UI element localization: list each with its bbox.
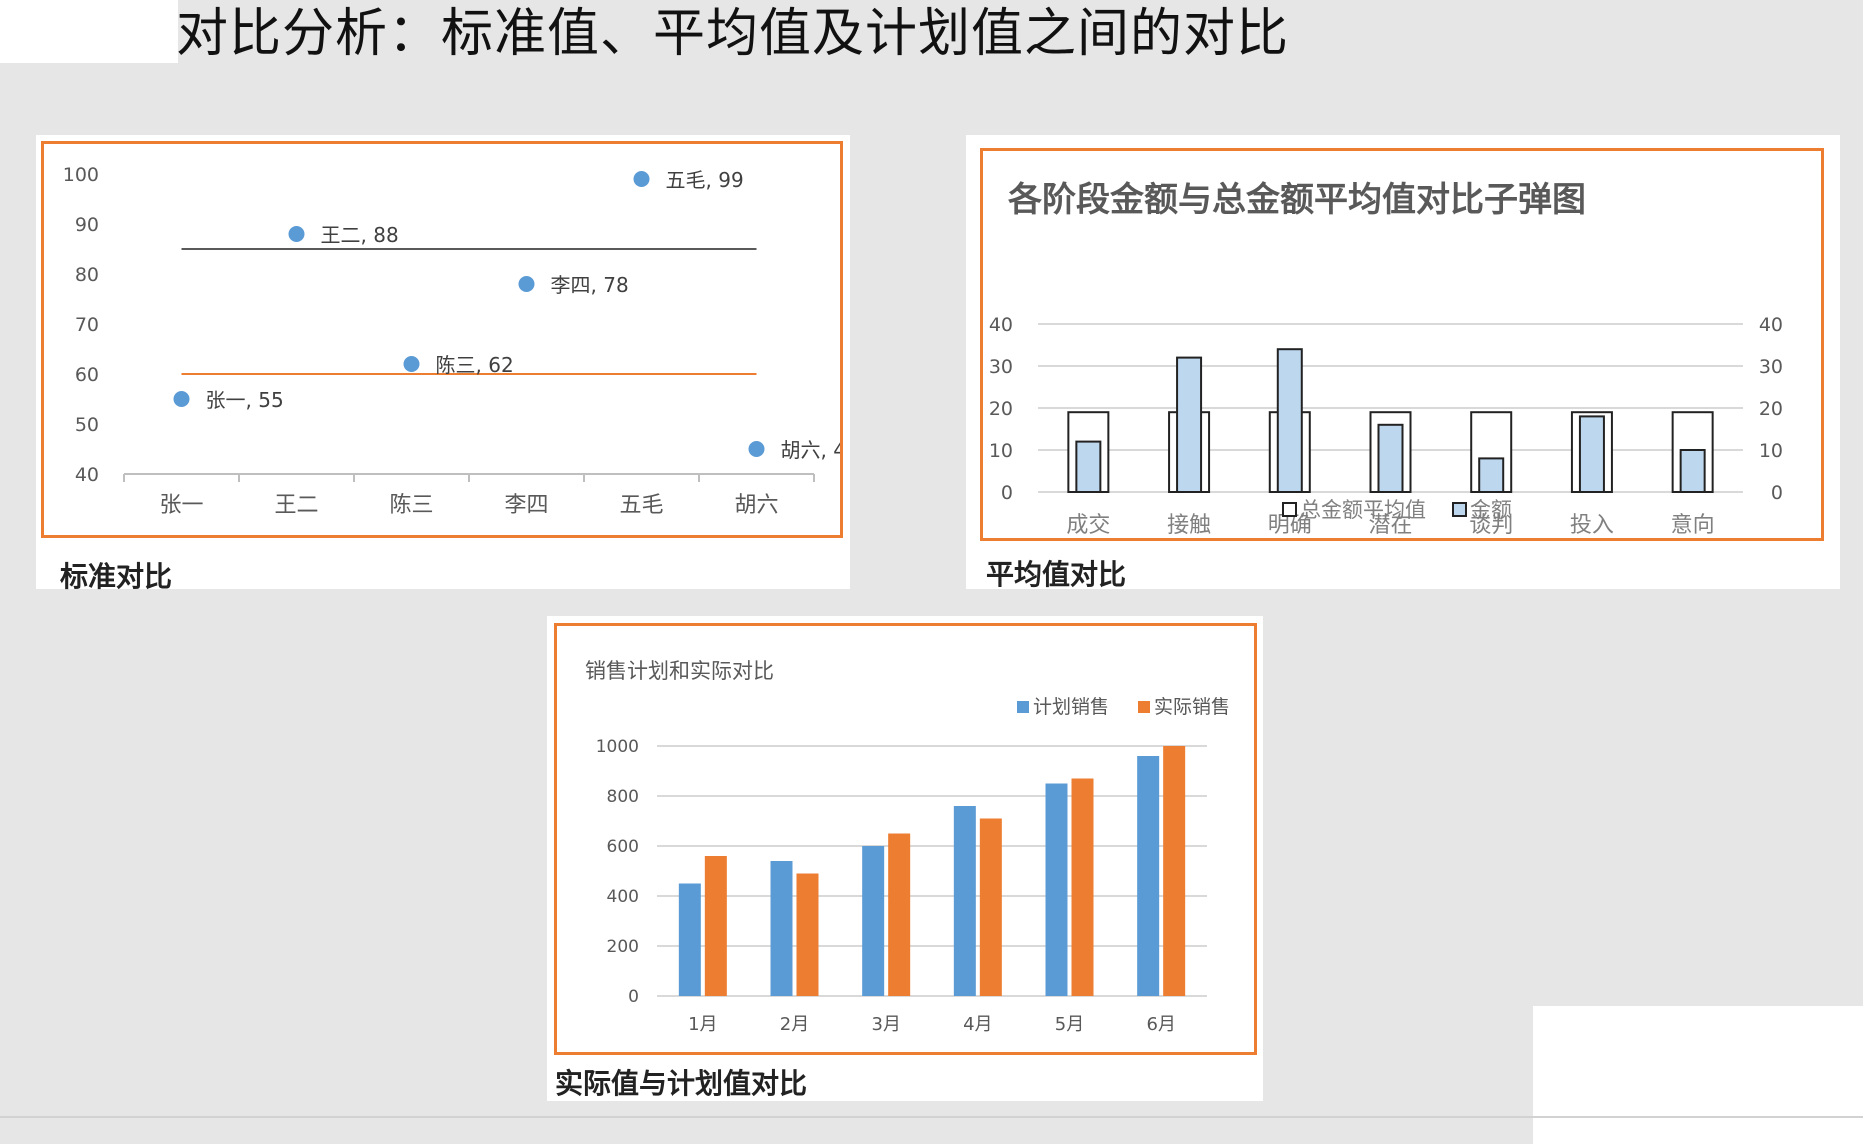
x-tick-label: 张一: [159, 493, 203, 518]
plan-caption: 实际值与计划值对比: [555, 1067, 808, 1100]
actual-bar: [979, 818, 1002, 996]
y-tick-label-left: 30: [989, 356, 1013, 378]
amount-bar: [1176, 356, 1203, 493]
amount-bar: [1276, 348, 1303, 493]
y-tick-label: 0: [628, 987, 639, 1007]
plan-bar: [678, 883, 701, 996]
y-tick-label-right: 10: [1759, 440, 1783, 462]
plan-bar: [770, 861, 793, 996]
y-tick-label: 70: [75, 314, 99, 336]
data-label: 胡六, 45: [781, 438, 841, 462]
x-tick-label: 王二: [274, 493, 318, 518]
legend-label-average: 总金额平均值: [1300, 498, 1426, 522]
scatter-point: [748, 441, 765, 457]
x-tick-label: 五毛: [619, 493, 663, 518]
amount-bar: [1679, 449, 1706, 493]
legend-swatch-plan: [1017, 701, 1029, 713]
x-tick-label: 意向: [1671, 513, 1715, 538]
legend-swatch-actual: [1138, 701, 1150, 713]
x-tick-label: 5月: [1055, 1014, 1084, 1035]
white-corner-block: [1533, 1006, 1863, 1144]
legend-swatch-average: [1282, 502, 1297, 517]
legend-label-actual: 实际销售: [1154, 696, 1230, 718]
page-title: 对比分析：标准值、平均值及计划值之间的对比: [176, 4, 1290, 64]
y-tick-label: 400: [607, 887, 639, 907]
plan-bar: [862, 846, 885, 996]
y-tick-label-left: 40: [989, 314, 1013, 336]
y-tick-label: 600: [607, 837, 639, 857]
standard-chart: 40 50 60 70 80 90 100 张一 王二 陈三 李四 五毛 胡六 张一, 55 王二, 88 陈…: [63, 164, 841, 518]
y-tick-label: 80: [75, 264, 99, 286]
actual-bar: [796, 873, 819, 996]
y-tick-label: 50: [75, 414, 99, 436]
average-chart-frame: 各阶段金额与总金额平均值对比子弹图 0 0 10 10 20 20 30 30 40 40 成交 接触 明…: [980, 148, 1824, 541]
amount-bar: [1075, 440, 1102, 494]
plan-bar: [1137, 756, 1160, 996]
data-label: 张一, 55: [206, 388, 284, 412]
chart-title: 销售计划和实际对比: [585, 659, 774, 683]
x-tick-label: 1月: [688, 1014, 717, 1035]
x-tick-label: 明确: [1268, 513, 1312, 538]
amount-bar: [1478, 457, 1505, 493]
y-tick-label-left: 10: [989, 440, 1013, 462]
average-panel: 各阶段金额与总金额平均值对比子弹图 0 0 10 10 20 20 30 30 40 40 成交 接触 明…: [966, 135, 1840, 591]
white-tab: [0, 0, 178, 63]
standard-chart-frame: 40 50 60 70 80 90 100 张一 王二 陈三 李四 五毛 胡六 张一, 55 王二, 88 陈…: [41, 141, 843, 538]
actual-bar: [704, 856, 727, 996]
x-tick-label: 李四: [504, 493, 548, 518]
x-tick-label: 潜在: [1368, 513, 1412, 538]
x-tick-label: 成交: [1066, 513, 1110, 538]
x-tick-label: 4月: [963, 1014, 992, 1035]
average-chart: 各阶段金额与总金额平均值对比子弹图 0 0 10 10 20 20 30 30 40 40 成交 接触 明…: [989, 180, 1783, 538]
average-caption: 平均值对比: [986, 558, 1127, 591]
legend-label-amount: 金额: [1470, 498, 1512, 522]
actual-bar: [1163, 746, 1186, 996]
x-tick-label: 胡六: [734, 493, 778, 518]
bottom-divider: [0, 1116, 1863, 1118]
y-tick-label: 90: [75, 214, 99, 236]
actual-bar: [1071, 778, 1094, 996]
y-tick-label-right: 40: [1759, 314, 1783, 336]
plan-bar: [953, 806, 976, 996]
amount-bar: [1578, 415, 1605, 493]
legend-label-plan: 计划销售: [1033, 696, 1109, 718]
y-tick-label: 800: [607, 787, 639, 807]
x-tick-label: 投入: [1570, 513, 1614, 538]
x-tick-label: 3月: [871, 1014, 900, 1035]
plan-chart-frame: 销售计划和实际对比计划销售 实际销售 0 200 400 600 800 1000 1月 2月 3月…: [554, 623, 1257, 1055]
actual-bar: [888, 833, 911, 996]
y-tick-label-right: 20: [1759, 398, 1783, 420]
amount-bar: [1377, 423, 1404, 493]
y-tick-label-right: 30: [1759, 356, 1783, 378]
scatter-point: [403, 356, 420, 372]
y-tick-label: 40: [75, 464, 99, 486]
y-tick-label: 200: [607, 937, 639, 957]
scatter-point: [633, 171, 650, 187]
x-tick-label: 接触: [1167, 513, 1211, 538]
x-tick-label: 2月: [780, 1014, 809, 1035]
plan-bar: [1045, 783, 1068, 996]
y-tick-label-left: 20: [989, 398, 1013, 420]
scatter-point: [518, 276, 535, 292]
y-tick-label: 100: [63, 164, 99, 186]
x-tick-label: 陈三: [389, 493, 433, 518]
data-label: 陈三, 62: [436, 353, 514, 377]
y-tick-label-left: 0: [1001, 482, 1013, 504]
standard-caption: 标准对比: [60, 560, 173, 593]
standard-panel: 40 50 60 70 80 90 100 张一 王二 陈三 李四 五毛 胡六 张一, 55 王二, 88 陈…: [36, 135, 850, 593]
y-tick-label: 1000: [596, 737, 639, 757]
scatter-point: [173, 391, 190, 407]
plan-panel: 销售计划和实际对比计划销售 实际销售 0 200 400 600 800 1000 1月 2月 3月…: [547, 616, 1263, 1101]
x-tick-label: 谈判: [1469, 513, 1513, 538]
x-tick-label: 6月: [1146, 1014, 1175, 1035]
scatter-point: [288, 226, 305, 242]
y-tick-label-right: 0: [1771, 482, 1783, 504]
chart-title: 各阶段金额与总金额平均值对比子弹图: [1008, 180, 1586, 220]
data-label: 五毛, 99: [666, 168, 744, 192]
y-tick-label: 60: [75, 364, 99, 386]
legend-swatch-amount: [1452, 502, 1467, 517]
data-label: 李四, 78: [551, 273, 629, 297]
data-label: 王二, 88: [321, 223, 399, 247]
